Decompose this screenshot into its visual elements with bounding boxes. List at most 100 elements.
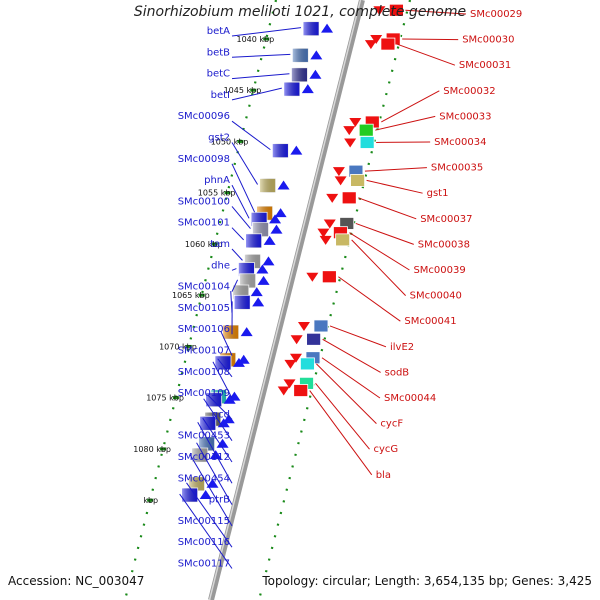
forward-gene-label[interactable]: SMc00107 <box>178 346 230 357</box>
reverse-gene-arrow <box>284 359 297 369</box>
backbone-line <box>208 0 365 600</box>
reverse-gene-block <box>293 384 309 397</box>
forward-gene-label[interactable]: tam <box>210 239 230 250</box>
reverse-gene-leader <box>349 232 410 271</box>
forward-gene-label[interactable]: SMc00108 <box>178 367 230 378</box>
forward-gene-label[interactable]: SMc00453 <box>178 431 230 442</box>
forward-gene-arrow <box>199 490 212 500</box>
reverse-gene-block <box>300 357 315 371</box>
reverse-gene-leader <box>405 9 467 15</box>
forward-gene-arrow <box>240 327 253 337</box>
reverse-gene-label[interactable]: SMc00037 <box>420 214 472 225</box>
reverse-gene-label[interactable]: SMc00041 <box>404 316 456 327</box>
reverse-gene-leader <box>364 167 427 172</box>
reverse-gene-block <box>341 191 357 205</box>
forward-gene-label[interactable]: SMc00101 <box>178 218 230 229</box>
forward-gene-label[interactable]: ptrB <box>209 495 230 506</box>
reverse-gene-label[interactable]: SMc00029 <box>470 9 522 20</box>
forward-gene-arrow <box>263 235 276 245</box>
forward-gene-arrow <box>309 69 322 79</box>
reverse-gene-leader <box>315 383 370 450</box>
reverse-gene-arrow <box>343 126 356 136</box>
kbp-tick-mark <box>147 498 154 502</box>
forward-gene-label[interactable]: dhe <box>211 260 230 271</box>
forward-gene-label[interactable]: betB <box>207 47 230 58</box>
forward-gene-label[interactable]: betC <box>207 69 230 80</box>
reverse-gene-label[interactable]: sodB <box>385 367 410 378</box>
reverse-gene-label[interactable]: SMc00034 <box>434 137 486 148</box>
reverse-gene-label[interactable]: bla <box>376 470 391 481</box>
reverse-gene-label[interactable]: SMc00038 <box>418 239 470 250</box>
forward-gene-leader <box>231 184 250 219</box>
forward-gene-arrow <box>256 264 269 274</box>
forward-gene-label[interactable]: betI <box>211 90 230 101</box>
forward-gene-label[interactable]: SMc00105 <box>178 303 230 314</box>
reverse-gene-arrow <box>364 40 377 50</box>
forward-gene-label[interactable]: SMc00098 <box>178 154 230 165</box>
reverse-gene-leader <box>329 325 387 348</box>
reverse-gene-label[interactable]: SMc00030 <box>462 35 514 46</box>
forward-gene-leader <box>189 453 233 527</box>
kbp-tick-label: 1075 kbp <box>146 394 184 403</box>
reverse-gene-block <box>359 136 375 149</box>
reverse-gene-label[interactable]: gst1 <box>427 188 449 199</box>
map-title: Sinorhizobium meliloti 1021, complete ge… <box>133 4 467 20</box>
reverse-gene-label[interactable]: SMc00031 <box>459 60 511 71</box>
forward-gene-arrow <box>217 418 230 428</box>
backbone <box>208 0 365 600</box>
forward-gene-label[interactable]: SMc00112 <box>178 452 230 463</box>
forward-gene-label[interactable]: gst2 <box>208 133 230 144</box>
reverse-gene-label[interactable]: SMc00044 <box>384 393 436 404</box>
forward-gene-leader <box>212 361 233 399</box>
reverse-gene-leader <box>338 276 401 322</box>
forward-gene-arrow <box>290 145 303 155</box>
reverse-gene-block <box>350 173 365 187</box>
kbp-tick-mark <box>185 344 192 348</box>
forward-gene-label[interactable]: SMc00100 <box>178 196 230 207</box>
forward-gene-arrow <box>223 394 236 404</box>
kbp-tick-mark <box>224 191 231 195</box>
forward-gene-label[interactable]: SMc00106 <box>178 324 230 335</box>
reverse-gene-arrow <box>332 167 345 177</box>
reverse-gene-leader <box>355 222 414 245</box>
forward-gene-arrow <box>222 414 235 424</box>
forward-gene-shade <box>188 476 205 491</box>
forward-gene-label[interactable]: SMc00454 <box>178 473 230 484</box>
reverse-gene-arrow <box>277 386 290 396</box>
forward-gene-leader <box>231 73 290 80</box>
kbp-tick-label: 1055 kbp <box>198 189 236 198</box>
reverse-gene-arrow <box>323 219 336 229</box>
forward-gene-label[interactable]: SMc00117 <box>178 559 230 570</box>
kbp-tick-label: 1080 kbp <box>133 445 171 454</box>
reverse-gene-label[interactable]: SMc00040 <box>410 291 462 302</box>
reverse-gene-block <box>321 270 337 284</box>
reverse-gene-label[interactable]: ilvE2 <box>390 342 414 353</box>
forward-gene-label[interactable]: phnA <box>204 175 230 186</box>
reverse-gene-label[interactable]: SMc00032 <box>443 86 495 97</box>
reverse-gene-label[interactable]: SMc00039 <box>413 265 465 276</box>
forward-gene-label[interactable]: SMc00104 <box>178 282 230 293</box>
forward-gene-label[interactable]: betA <box>207 26 230 37</box>
forward-gene-label[interactable]: SMc00109 <box>178 388 230 399</box>
forward-gene-leader <box>231 53 291 58</box>
topology-text: Topology: circular; Length: 3,654,135 bp… <box>260 574 594 588</box>
forward-gene-label[interactable]: SMc00115 <box>178 516 230 527</box>
forward-gene-shade <box>303 21 320 36</box>
forward-gene-leader <box>179 493 233 569</box>
forward-gene-shade <box>291 67 308 82</box>
forward-gene-arrow <box>269 214 282 224</box>
kbp-ticks: 1040 kbp 1045 kbp 1050 kbp 1055 kbp 1060 kbp… <box>133 35 274 505</box>
reverse-gene-arrow <box>319 235 332 245</box>
reverse-gene-arrow <box>290 335 303 345</box>
reverse-gene-label[interactable]: cycF <box>380 419 403 430</box>
kbp-tick-mark <box>263 37 270 41</box>
forward-gene-leader <box>217 358 233 378</box>
reverse-gene-label[interactable]: cycG <box>374 444 399 455</box>
reverse-gene-label[interactable]: SMc00033 <box>439 111 491 122</box>
forward-gene-label[interactable]: SMc00096 <box>178 111 230 122</box>
forward-gene-label[interactable]: SMc00116 <box>178 537 230 548</box>
forward-gene-label[interactable]: gcd <box>212 409 230 420</box>
reverse-gene-label[interactable]: SMc00035 <box>431 163 483 174</box>
forward-gene-shade <box>292 48 309 63</box>
reverse-gene-arrow <box>289 353 302 363</box>
